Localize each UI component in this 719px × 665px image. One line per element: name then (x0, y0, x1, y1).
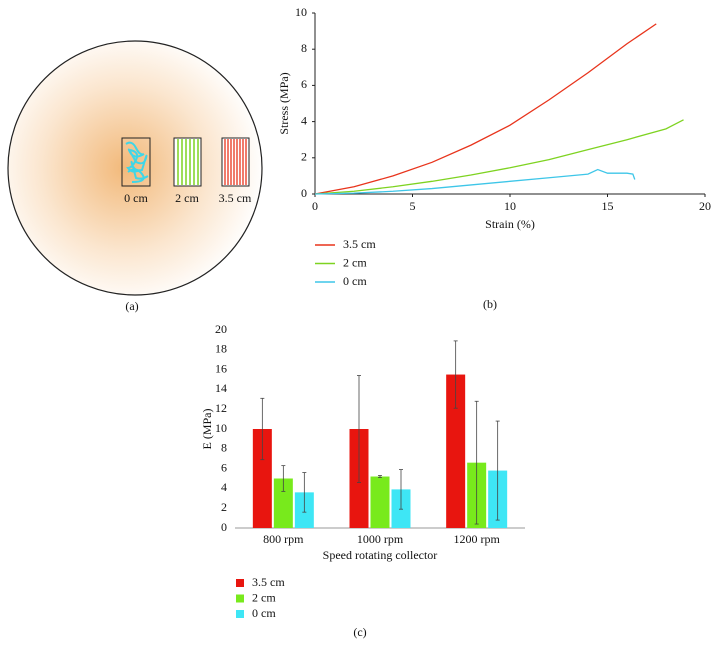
legend-label: 0 cm (252, 606, 276, 620)
y-axis-label: Stress (MPa) (277, 72, 291, 134)
bar (446, 374, 466, 528)
x-tick-label: 0 (312, 199, 318, 213)
sample-0cm (121, 137, 151, 187)
y-tick-label: 2 (221, 500, 227, 514)
y-tick-label: 14 (215, 381, 227, 395)
sample-label: 3.5 cm (219, 191, 252, 205)
y-axis-label: E (MPa) (200, 409, 214, 450)
random-fibers (125, 141, 149, 183)
caption: (c) (353, 625, 366, 639)
y-tick-label: 4 (221, 480, 227, 494)
y-tick-label: 6 (221, 460, 227, 474)
y-tick-label: 0 (301, 186, 307, 200)
x-tick-label: 1000 rpm (357, 532, 404, 546)
legend-label: 3.5 cm (252, 575, 285, 589)
legend-label: 2 cm (343, 255, 367, 269)
y-tick-label: 4 (301, 113, 307, 127)
x-tick-label: 1200 rpm (453, 532, 500, 546)
caption: (a) (125, 299, 138, 313)
sample-label: 2 cm (175, 191, 199, 205)
caption: (b) (483, 297, 497, 311)
x-tick-label: 15 (602, 199, 614, 213)
x-tick-label: 800 rpm (263, 532, 304, 546)
y-tick-label: 8 (301, 41, 307, 55)
y-tick-label: 8 (221, 441, 227, 455)
sample-3-5cm (221, 137, 250, 187)
panel-a: 0 cm 2 cm 3.5 cm (a) (7, 40, 263, 313)
sample-label: 0 cm (124, 191, 148, 205)
legend-swatch (236, 579, 244, 587)
data-line (314, 168, 636, 195)
aligned-fibers (177, 139, 199, 185)
x-tick-label: 10 (504, 199, 516, 213)
data-line (314, 23, 657, 195)
legend-label: 3.5 cm (343, 237, 376, 251)
y-tick-label: 20 (215, 322, 227, 336)
y-tick-label: 16 (215, 361, 227, 375)
y-tick-label: 10 (295, 5, 307, 19)
x-axis-label: Strain (%) (485, 217, 535, 231)
y-tick-label: 18 (215, 342, 227, 356)
legend-label: 2 cm (252, 590, 276, 604)
legend-swatch (236, 594, 244, 603)
y-tick-label: 0 (221, 520, 227, 534)
y-tick-label: 6 (301, 77, 307, 91)
legend-label: 0 cm (343, 274, 367, 288)
y-tick-label: 12 (215, 401, 227, 415)
aligned-fibers (224, 139, 247, 185)
legend-swatch (236, 610, 244, 618)
y-tick-label: 10 (215, 421, 227, 435)
bar (273, 478, 293, 528)
y-tick-label: 2 (301, 150, 307, 164)
data-line (314, 119, 684, 195)
bar (370, 476, 390, 528)
x-tick-label: 20 (699, 199, 711, 213)
bar (252, 429, 272, 528)
x-axis-label: Speed rotating collector (323, 548, 438, 562)
x-tick-label: 5 (410, 199, 416, 213)
